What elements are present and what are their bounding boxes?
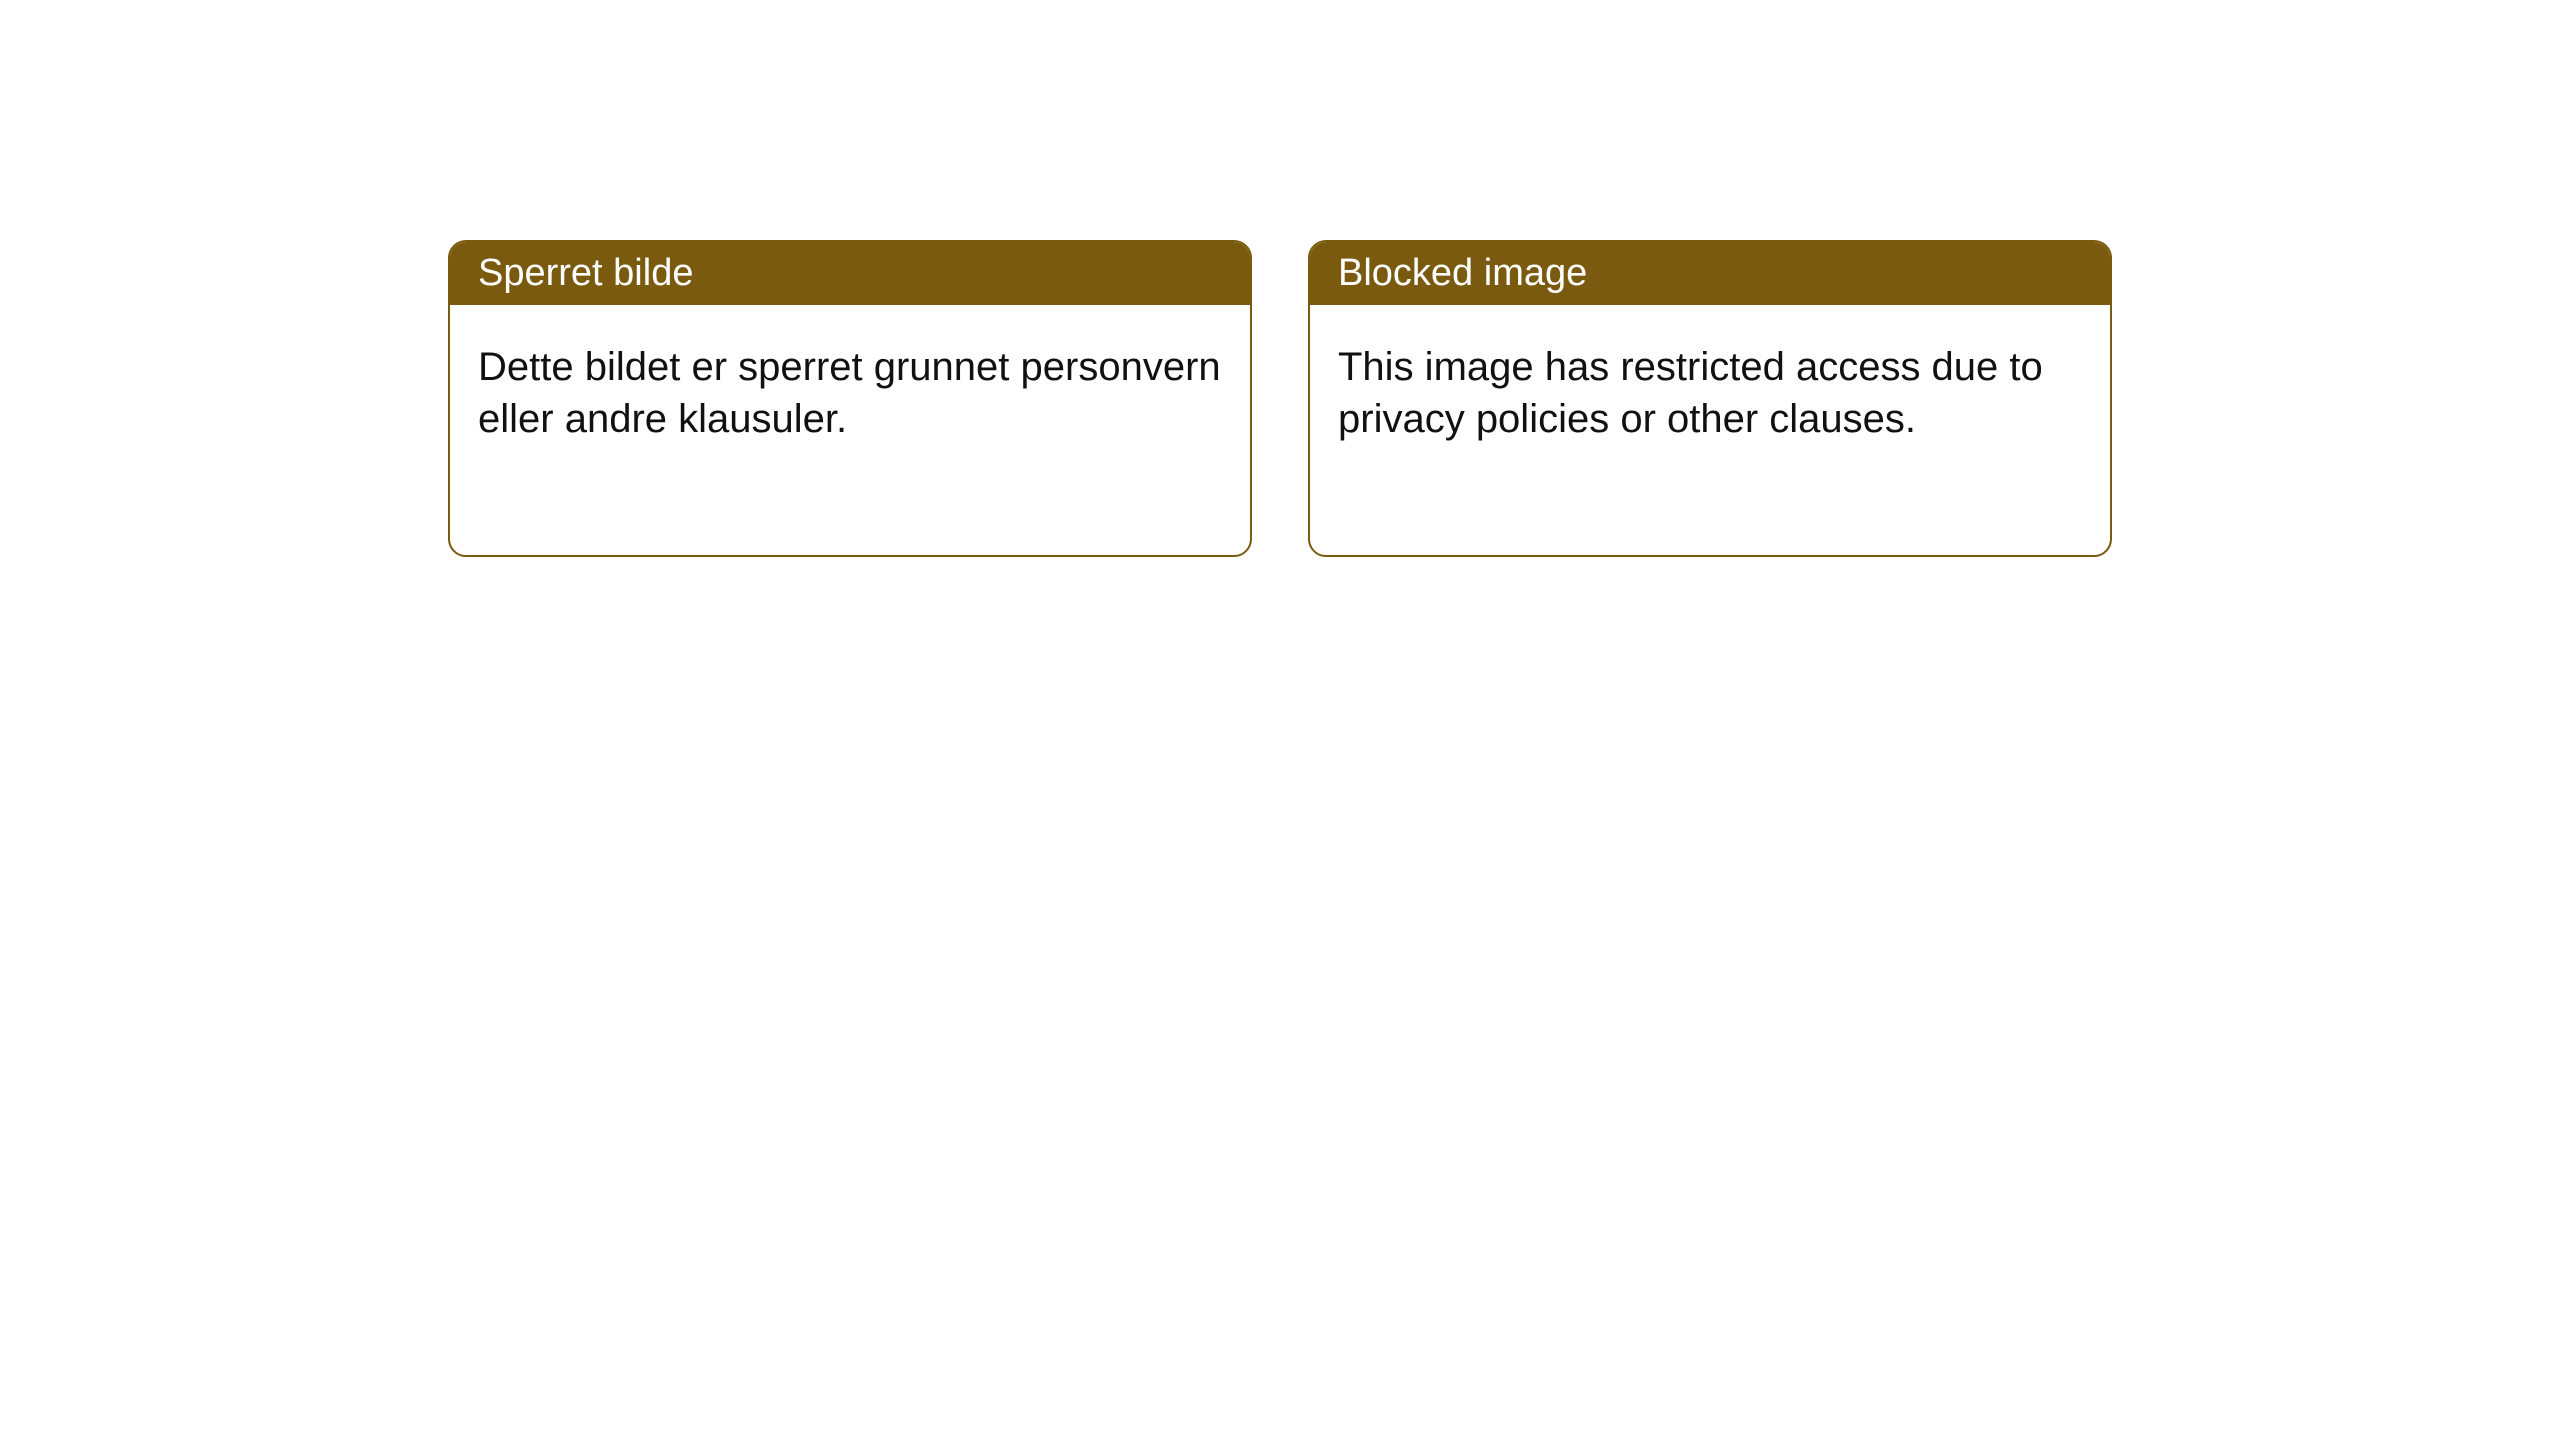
notice-cards-container: Sperret bilde Dette bildet er sperret gr… xyxy=(0,0,2560,557)
notice-card-body: Dette bildet er sperret grunnet personve… xyxy=(450,305,1250,555)
notice-card-norwegian: Sperret bilde Dette bildet er sperret gr… xyxy=(448,240,1252,557)
notice-card-english: Blocked image This image has restricted … xyxy=(1308,240,2112,557)
notice-card-text: Dette bildet er sperret grunnet personve… xyxy=(478,345,1221,441)
notice-card-title: Sperret bilde xyxy=(478,252,693,294)
notice-card-header: Blocked image xyxy=(1310,242,2110,305)
notice-card-title: Blocked image xyxy=(1338,252,1587,294)
notice-card-header: Sperret bilde xyxy=(450,242,1250,305)
notice-card-body: This image has restricted access due to … xyxy=(1310,305,2110,555)
notice-card-text: This image has restricted access due to … xyxy=(1338,345,2043,441)
